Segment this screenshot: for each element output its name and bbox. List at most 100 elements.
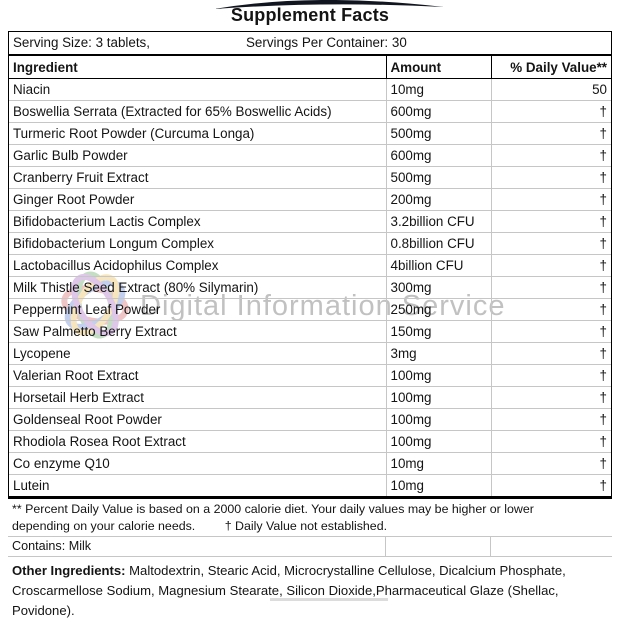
scan-artifact bbox=[270, 598, 388, 601]
ingredient-daily-value: † bbox=[490, 122, 611, 145]
ingredient-daily-value: † bbox=[490, 474, 611, 496]
ingredient-daily-value: † bbox=[490, 386, 611, 409]
header-daily-value: % Daily Value** bbox=[490, 56, 611, 79]
ingredient-amount: 100mg bbox=[385, 430, 491, 453]
ingredient-amount: 500mg bbox=[385, 122, 491, 145]
ingredient-amount: 500mg bbox=[385, 166, 491, 189]
ingredient-amount: 300mg bbox=[385, 276, 491, 299]
facts-table: Ingredient Amount % Daily Value** Niacin… bbox=[9, 56, 611, 496]
table-row: Cranberry Fruit Extract 500mg † bbox=[9, 166, 611, 189]
ingredient-amount: 10mg bbox=[385, 474, 491, 496]
ingredient-amount: 100mg bbox=[385, 408, 491, 431]
table-row: Goldenseal Root Powder 100mg † bbox=[9, 408, 611, 431]
ingredient-amount: 600mg bbox=[385, 100, 491, 123]
header-amount: Amount bbox=[385, 56, 491, 79]
ingredient-daily-value: † bbox=[490, 298, 611, 321]
ingredient-name: Horsetail Herb Extract bbox=[9, 386, 386, 409]
contains-row: Contains: Milk bbox=[8, 537, 612, 557]
table-row: Co enzyme Q10 10mg † bbox=[9, 452, 611, 475]
other-ingredients-line3: Povidone). bbox=[12, 603, 75, 618]
table-row: Lactobacillus Acidophilus Complex 4billi… bbox=[9, 254, 611, 277]
table-row: Garlic Bulb Powder 600mg † bbox=[9, 144, 611, 167]
ingredient-daily-value: † bbox=[490, 430, 611, 453]
table-row: Boswellia Serrata (Extracted for 65% Bos… bbox=[9, 100, 611, 123]
other-ingredients: Other Ingredients: Maltodextrin, Stearic… bbox=[8, 557, 612, 620]
decorative-swoosh bbox=[214, 0, 444, 9]
ingredient-name: Boswellia Serrata (Extracted for 65% Bos… bbox=[9, 100, 386, 123]
ingredient-amount: 100mg bbox=[385, 386, 491, 409]
ingredient-name: Cranberry Fruit Extract bbox=[9, 166, 386, 189]
ingredient-name: Milk Thistle Seed Extract (80% Silymarin… bbox=[9, 276, 386, 299]
ingredient-name: Garlic Bulb Powder bbox=[9, 144, 386, 167]
ingredient-daily-value: † bbox=[490, 364, 611, 387]
header-row: Ingredient Amount % Daily Value** bbox=[9, 56, 611, 79]
footnote-line2-row: depending on your calorie needs. † Daily… bbox=[12, 518, 608, 535]
other-ingredients-line1: Other Ingredients: Maltodextrin, Stearic… bbox=[12, 561, 608, 581]
ingredient-amount: 3mg bbox=[385, 342, 491, 365]
other-ingredients-text1: Maltodextrin, Stearic Acid, Microcrystal… bbox=[125, 563, 566, 578]
contains-daily-value-cell bbox=[490, 537, 608, 556]
ingredient-name: Co enzyme Q10 bbox=[9, 452, 386, 475]
table-row: Horsetail Herb Extract 100mg † bbox=[9, 386, 611, 409]
footnote-line2: depending on your calorie needs. bbox=[12, 518, 196, 533]
other-ingredients-label: Other Ingredients: bbox=[12, 563, 126, 578]
ingredient-daily-value: † bbox=[490, 320, 611, 343]
ingredient-name: Turmeric Root Powder (Curcuma Longa) bbox=[9, 122, 386, 145]
ingredient-amount: 10mg bbox=[385, 78, 491, 101]
ingredient-name: Saw Palmetto Berry Extract bbox=[9, 320, 386, 343]
servings-per-container: Servings Per Container: 30 bbox=[246, 35, 407, 50]
ingredient-name: Rhodiola Rosea Root Extract bbox=[9, 430, 386, 453]
table-row: Saw Palmetto Berry Extract 150mg † bbox=[9, 320, 611, 343]
contains-amount-cell bbox=[385, 537, 490, 556]
ingredient-name: Lycopene bbox=[9, 342, 386, 365]
ingredient-daily-value: † bbox=[490, 276, 611, 299]
table-row: Valerian Root Extract 100mg † bbox=[9, 364, 611, 387]
table-row: Lutein 10mg † bbox=[9, 474, 611, 496]
ingredient-daily-value: † bbox=[490, 166, 611, 189]
ingredient-amount: 100mg bbox=[385, 364, 491, 387]
header-ingredient: Ingredient bbox=[9, 56, 386, 79]
ingredient-name: Ginger Root Powder bbox=[9, 188, 386, 211]
ingredient-name: Bifidobacterium Longum Complex bbox=[9, 232, 386, 255]
other-ingredients-line2: Croscarmellose Sodium, Magnesium Stearat… bbox=[12, 583, 559, 598]
table-row: Peppermint Leaf Powder 250mg † bbox=[9, 298, 611, 321]
table-row: Bifidobacterium Longum Complex 0.8billio… bbox=[9, 232, 611, 255]
ingredient-name: Bifidobacterium Lactis Complex bbox=[9, 210, 386, 233]
ingredient-daily-value: † bbox=[490, 144, 611, 167]
ingredient-name: Goldenseal Root Powder bbox=[9, 408, 386, 431]
ingredient-amount: 150mg bbox=[385, 320, 491, 343]
table-row: Rhodiola Rosea Root Extract 100mg † bbox=[9, 430, 611, 453]
ingredient-daily-value: † bbox=[490, 100, 611, 123]
serving-row: Serving Size: 3 tablets, Servings Per Co… bbox=[9, 32, 611, 56]
ingredient-name: Peppermint Leaf Powder bbox=[9, 298, 386, 321]
facts-panel: Serving Size: 3 tablets, Servings Per Co… bbox=[8, 31, 612, 620]
ingredient-amount: 200mg bbox=[385, 188, 491, 211]
facts-table-body: Niacin 10mg 50 Boswellia Serrata (Extrac… bbox=[9, 78, 611, 496]
ingredient-daily-value: † bbox=[490, 408, 611, 431]
facts-box: Serving Size: 3 tablets, Servings Per Co… bbox=[8, 31, 612, 499]
ingredient-amount: 10mg bbox=[385, 452, 491, 475]
serving-size: Serving Size: 3 tablets, bbox=[13, 35, 150, 50]
table-row: Ginger Root Powder 200mg † bbox=[9, 188, 611, 211]
ingredient-name: Lutein bbox=[9, 474, 386, 496]
ingredient-amount: 4billion CFU bbox=[385, 254, 491, 277]
ingredient-daily-value: † bbox=[490, 210, 611, 233]
ingredient-name: Lactobacillus Acidophilus Complex bbox=[9, 254, 386, 277]
table-row: Milk Thistle Seed Extract (80% Silymarin… bbox=[9, 276, 611, 299]
page-title: Supplement Facts bbox=[230, 5, 390, 25]
table-row: Lycopene 3mg † bbox=[9, 342, 611, 365]
ingredient-amount: 0.8billion CFU bbox=[385, 232, 491, 255]
table-row: Niacin 10mg 50 bbox=[9, 78, 611, 101]
ingredient-name: Valerian Root Extract bbox=[9, 364, 386, 387]
ingredient-daily-value: † bbox=[490, 188, 611, 211]
ingredient-daily-value: † bbox=[490, 254, 611, 277]
ingredient-amount: 3.2billion CFU bbox=[385, 210, 491, 233]
contains-text: Contains: Milk bbox=[12, 539, 92, 553]
ingredient-name: Niacin bbox=[13, 82, 51, 97]
ingredient-daily-value: † bbox=[490, 232, 611, 255]
footnote: ** Percent Daily Value is based on a 200… bbox=[8, 499, 612, 537]
ingredient-daily-value: 50 bbox=[490, 78, 611, 101]
ingredient-daily-value: † bbox=[490, 342, 611, 365]
footnote-line1: ** Percent Daily Value is based on a 200… bbox=[12, 502, 534, 516]
